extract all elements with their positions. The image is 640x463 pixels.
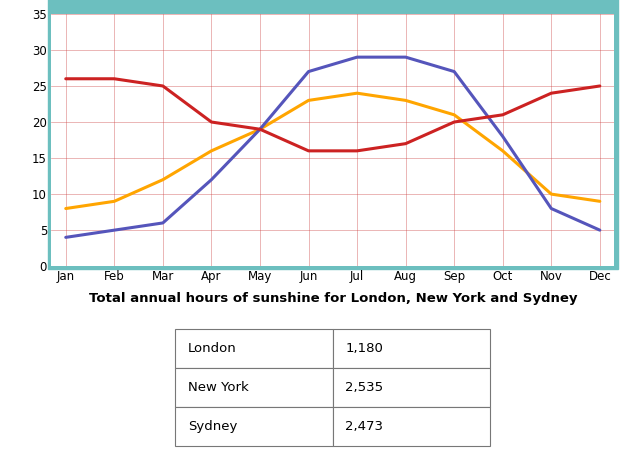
Text: Total annual hours of sunshine for London, New York and Sydney: Total annual hours of sunshine for Londo… — [88, 292, 577, 305]
